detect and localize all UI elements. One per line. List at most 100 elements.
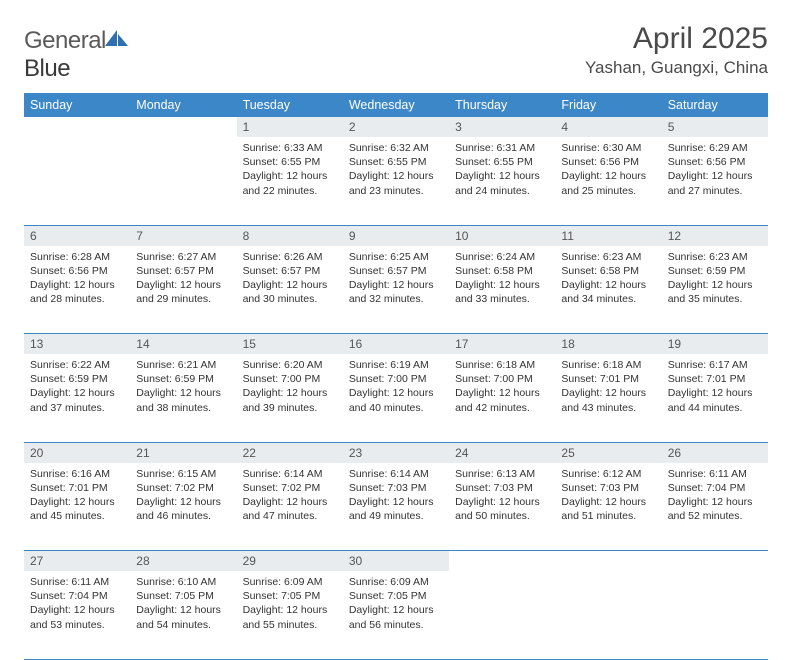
- day-number-cell: [130, 117, 236, 137]
- day-details: Sunrise: 6:24 AMSunset: 6:58 PMDaylight:…: [449, 246, 555, 313]
- day-details: Sunrise: 6:28 AMSunset: 6:56 PMDaylight:…: [24, 246, 130, 313]
- calendar-table: SundayMondayTuesdayWednesdayThursdayFrid…: [24, 93, 768, 660]
- day-body-cell: Sunrise: 6:29 AMSunset: 6:56 PMDaylight:…: [662, 137, 768, 225]
- day-body-cell: Sunrise: 6:10 AMSunset: 7:05 PMDaylight:…: [130, 571, 236, 659]
- day-details: Sunrise: 6:09 AMSunset: 7:05 PMDaylight:…: [343, 571, 449, 638]
- day-number-cell: 6: [24, 225, 130, 246]
- brand-part1: General: [24, 27, 106, 54]
- day-header: Sunday: [24, 93, 130, 117]
- day-body-cell: Sunrise: 6:16 AMSunset: 7:01 PMDaylight:…: [24, 463, 130, 551]
- day-body-cell: Sunrise: 6:24 AMSunset: 6:58 PMDaylight:…: [449, 246, 555, 334]
- day-number-cell: 10: [449, 225, 555, 246]
- day-number-cell: 3: [449, 117, 555, 137]
- day-number-cell: 17: [449, 334, 555, 355]
- day-number-cell: 23: [343, 442, 449, 463]
- brand-part2: Blue: [24, 55, 70, 82]
- day-number-cell: [24, 117, 130, 137]
- day-details: Sunrise: 6:10 AMSunset: 7:05 PMDaylight:…: [130, 571, 236, 638]
- day-body-cell: [662, 571, 768, 659]
- day-number-cell: [662, 551, 768, 572]
- day-details: Sunrise: 6:29 AMSunset: 6:56 PMDaylight:…: [662, 137, 768, 204]
- day-number-cell: 7: [130, 225, 236, 246]
- day-body-cell: Sunrise: 6:27 AMSunset: 6:57 PMDaylight:…: [130, 246, 236, 334]
- day-body-cell: Sunrise: 6:22 AMSunset: 6:59 PMDaylight:…: [24, 354, 130, 442]
- day-header: Wednesday: [343, 93, 449, 117]
- day-number-cell: 1: [237, 117, 343, 137]
- day-header: Thursday: [449, 93, 555, 117]
- day-number-cell: 4: [555, 117, 661, 137]
- day-body-cell: Sunrise: 6:18 AMSunset: 7:00 PMDaylight:…: [449, 354, 555, 442]
- day-details: Sunrise: 6:31 AMSunset: 6:55 PMDaylight:…: [449, 137, 555, 204]
- day-body-cell: [555, 571, 661, 659]
- day-body-cell: Sunrise: 6:30 AMSunset: 6:56 PMDaylight:…: [555, 137, 661, 225]
- day-number-row: 13141516171819: [24, 334, 768, 355]
- day-number-cell: 2: [343, 117, 449, 137]
- day-body-cell: Sunrise: 6:13 AMSunset: 7:03 PMDaylight:…: [449, 463, 555, 551]
- day-number-row: 20212223242526: [24, 442, 768, 463]
- page: GeneralBlue April 2025 Yashan, Guangxi, …: [0, 0, 792, 660]
- day-details: Sunrise: 6:27 AMSunset: 6:57 PMDaylight:…: [130, 246, 236, 313]
- day-details: Sunrise: 6:19 AMSunset: 7:00 PMDaylight:…: [343, 354, 449, 421]
- day-body-cell: Sunrise: 6:33 AMSunset: 6:55 PMDaylight:…: [237, 137, 343, 225]
- day-details: Sunrise: 6:21 AMSunset: 6:59 PMDaylight:…: [130, 354, 236, 421]
- day-header: Saturday: [662, 93, 768, 117]
- day-details: Sunrise: 6:18 AMSunset: 7:00 PMDaylight:…: [449, 354, 555, 421]
- day-number-cell: [555, 551, 661, 572]
- brand-text: GeneralBlue: [24, 26, 130, 83]
- day-number-cell: 9: [343, 225, 449, 246]
- month-title: April 2025: [585, 22, 768, 56]
- day-number-cell: 27: [24, 551, 130, 572]
- day-body-cell: Sunrise: 6:09 AMSunset: 7:05 PMDaylight:…: [343, 571, 449, 659]
- day-body-cell: Sunrise: 6:09 AMSunset: 7:05 PMDaylight:…: [237, 571, 343, 659]
- day-body-cell: [130, 137, 236, 225]
- brand-logo: GeneralBlue: [24, 26, 130, 83]
- location-subtitle: Yashan, Guangxi, China: [585, 58, 768, 78]
- day-body-cell: Sunrise: 6:11 AMSunset: 7:04 PMDaylight:…: [662, 463, 768, 551]
- day-number-cell: 12: [662, 225, 768, 246]
- day-details: Sunrise: 6:09 AMSunset: 7:05 PMDaylight:…: [237, 571, 343, 638]
- day-header: Monday: [130, 93, 236, 117]
- day-number-cell: 24: [449, 442, 555, 463]
- day-number-cell: 29: [237, 551, 343, 572]
- sail-icon: [104, 28, 130, 48]
- day-body-row: Sunrise: 6:22 AMSunset: 6:59 PMDaylight:…: [24, 354, 768, 442]
- day-body-cell: Sunrise: 6:26 AMSunset: 6:57 PMDaylight:…: [237, 246, 343, 334]
- day-body-cell: Sunrise: 6:21 AMSunset: 6:59 PMDaylight:…: [130, 354, 236, 442]
- day-details: Sunrise: 6:23 AMSunset: 6:58 PMDaylight:…: [555, 246, 661, 313]
- day-number-cell: 8: [237, 225, 343, 246]
- day-body-cell: Sunrise: 6:25 AMSunset: 6:57 PMDaylight:…: [343, 246, 449, 334]
- day-details: Sunrise: 6:14 AMSunset: 7:03 PMDaylight:…: [343, 463, 449, 530]
- day-number-cell: 18: [555, 334, 661, 355]
- day-details: Sunrise: 6:30 AMSunset: 6:56 PMDaylight:…: [555, 137, 661, 204]
- day-body-cell: Sunrise: 6:14 AMSunset: 7:02 PMDaylight:…: [237, 463, 343, 551]
- day-details: Sunrise: 6:32 AMSunset: 6:55 PMDaylight:…: [343, 137, 449, 204]
- day-body-cell: Sunrise: 6:23 AMSunset: 6:58 PMDaylight:…: [555, 246, 661, 334]
- day-number-cell: 14: [130, 334, 236, 355]
- day-details: Sunrise: 6:11 AMSunset: 7:04 PMDaylight:…: [662, 463, 768, 530]
- day-number-cell: 22: [237, 442, 343, 463]
- day-body-row: Sunrise: 6:11 AMSunset: 7:04 PMDaylight:…: [24, 571, 768, 659]
- day-body-cell: Sunrise: 6:11 AMSunset: 7:04 PMDaylight:…: [24, 571, 130, 659]
- day-number-cell: 20: [24, 442, 130, 463]
- day-body-row: Sunrise: 6:16 AMSunset: 7:01 PMDaylight:…: [24, 463, 768, 551]
- title-block: April 2025 Yashan, Guangxi, China: [585, 22, 768, 78]
- day-body-cell: Sunrise: 6:28 AMSunset: 6:56 PMDaylight:…: [24, 246, 130, 334]
- day-number-cell: 11: [555, 225, 661, 246]
- day-details: Sunrise: 6:23 AMSunset: 6:59 PMDaylight:…: [662, 246, 768, 313]
- day-details: Sunrise: 6:20 AMSunset: 7:00 PMDaylight:…: [237, 354, 343, 421]
- day-header: Tuesday: [237, 93, 343, 117]
- day-body-row: Sunrise: 6:33 AMSunset: 6:55 PMDaylight:…: [24, 137, 768, 225]
- day-number-cell: 5: [662, 117, 768, 137]
- day-body-cell: Sunrise: 6:15 AMSunset: 7:02 PMDaylight:…: [130, 463, 236, 551]
- day-number-cell: 13: [24, 334, 130, 355]
- day-number-cell: 26: [662, 442, 768, 463]
- day-number-cell: [449, 551, 555, 572]
- day-details: Sunrise: 6:12 AMSunset: 7:03 PMDaylight:…: [555, 463, 661, 530]
- day-number-cell: 19: [662, 334, 768, 355]
- day-number-cell: 28: [130, 551, 236, 572]
- day-number-cell: 16: [343, 334, 449, 355]
- day-body-cell: Sunrise: 6:17 AMSunset: 7:01 PMDaylight:…: [662, 354, 768, 442]
- day-number-cell: 21: [130, 442, 236, 463]
- day-details: Sunrise: 6:26 AMSunset: 6:57 PMDaylight:…: [237, 246, 343, 313]
- day-body-cell: Sunrise: 6:20 AMSunset: 7:00 PMDaylight:…: [237, 354, 343, 442]
